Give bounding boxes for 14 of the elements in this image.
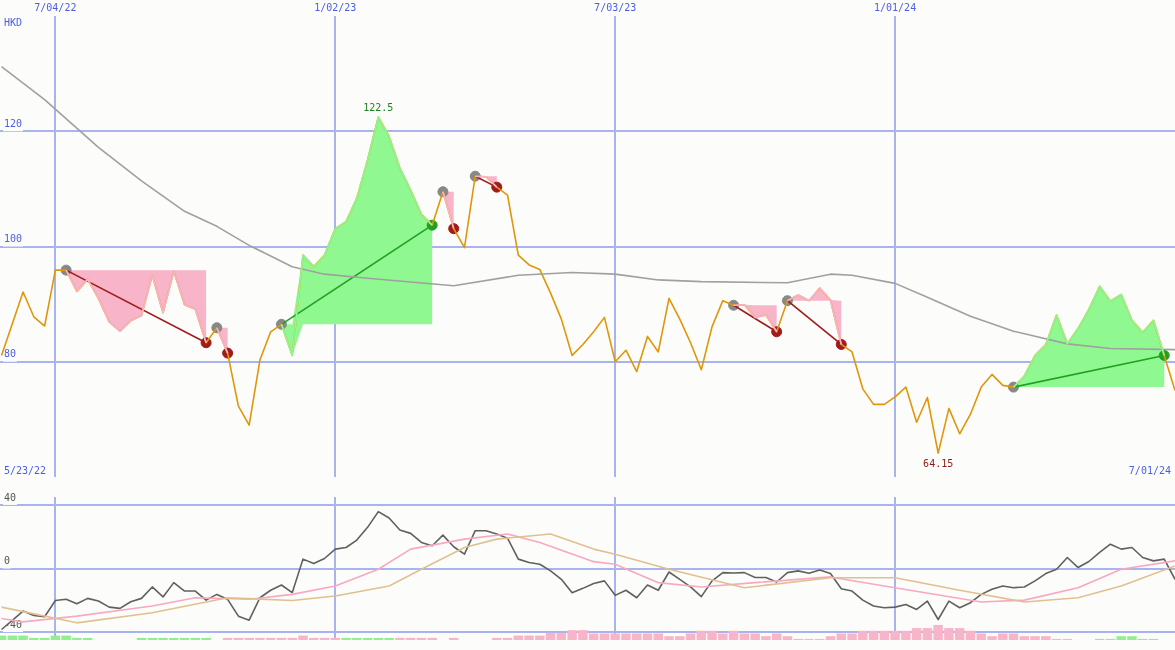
- x-tick-label: 1/02/23: [314, 1, 357, 13]
- annotation: 5/23/22: [4, 465, 47, 476]
- y-tick-label: 40: [4, 491, 17, 503]
- y-tick-label: 80: [4, 348, 17, 360]
- annotation: 122.5: [363, 101, 394, 113]
- y-axis-title: HKD: [4, 17, 23, 28]
- x-tick-label: 1/01/24: [874, 1, 917, 13]
- x-tick-label: 7/03/23: [594, 1, 637, 13]
- annotation: 64.15: [923, 458, 954, 470]
- annotation: 7/01/24: [1128, 465, 1171, 476]
- y-tick-label: 100: [4, 233, 23, 245]
- x-tick-label: 7/04/22: [34, 1, 77, 13]
- y-tick-label: 0: [4, 555, 11, 567]
- y-tick-label: 120: [4, 117, 23, 129]
